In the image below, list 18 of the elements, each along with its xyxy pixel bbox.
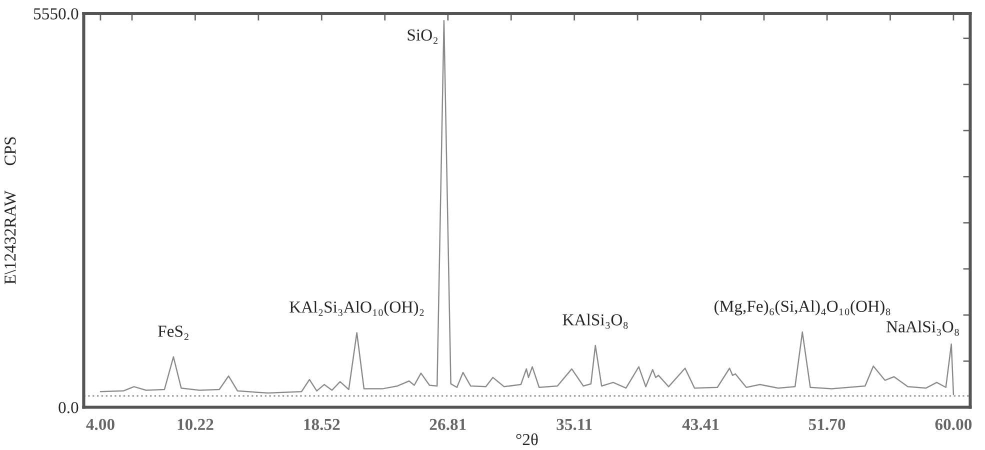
annotation: KAl₂Si₃AlO₁₀(OH)₂: [290, 300, 424, 316]
annotation: FeS₂: [158, 326, 188, 340]
annotation: NaAlSi₃O₈: [886, 320, 959, 336]
x-tick-label: 4.00: [86, 418, 114, 430]
x-tick-label: 18.52: [304, 418, 340, 430]
x-axis-title: °2θ: [516, 433, 538, 446]
y-tick-label: 0.0: [58, 402, 78, 414]
x-tick-label: 60.00: [935, 418, 972, 430]
annotation: SiO₂: [408, 29, 438, 44]
annotation: (Mg,Fe)₆(Si,Al)₄O₁₀(OH)₈: [714, 300, 890, 316]
x-tick-label: 43.41: [682, 418, 719, 430]
y-axis-title: E\12432RAW CPS: [4, 137, 16, 284]
x-tick-label: 35.11: [556, 418, 592, 430]
annotation: KAlSi₃O₈: [562, 314, 628, 329]
x-tick-label: 51.70: [808, 418, 846, 430]
y-tick-label: 5550.0: [34, 8, 78, 20]
x-tick-label: 10.22: [178, 418, 214, 430]
x-tick-label: 26.81: [430, 418, 466, 430]
